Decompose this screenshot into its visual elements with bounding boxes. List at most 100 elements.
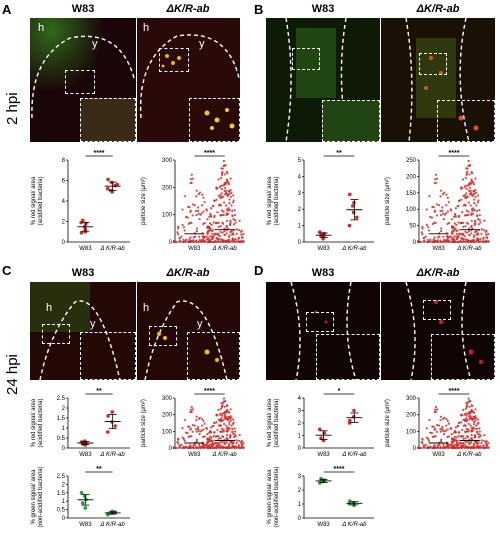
y-tick-label: 200 [406, 174, 417, 180]
data-point [189, 178, 192, 181]
data-point [471, 193, 474, 196]
data-point [434, 173, 438, 176]
data-point [220, 209, 224, 212]
data-point [465, 414, 468, 417]
data-point [453, 446, 456, 449]
data-point [227, 190, 230, 193]
data-point [219, 440, 222, 443]
data-point [456, 236, 459, 239]
data-point [184, 445, 188, 448]
data-point [227, 235, 231, 239]
data-point [471, 227, 474, 230]
y-tick-label: 0 [413, 240, 417, 246]
data-point [467, 397, 470, 400]
data-point [463, 235, 466, 238]
data-point [203, 239, 206, 243]
data-point [482, 237, 485, 240]
data-point [228, 421, 231, 424]
data-point [212, 221, 215, 224]
y-tick-label: 0 [62, 516, 66, 522]
data-point [228, 423, 231, 426]
data-point [233, 430, 237, 433]
data-point [479, 238, 482, 241]
data-point [176, 231, 179, 234]
data-point [474, 446, 478, 449]
data-point [432, 425, 435, 428]
y-tick-label: 1 [298, 502, 302, 508]
data-point [235, 439, 239, 442]
data-point [83, 506, 88, 510]
data-point [215, 444, 218, 447]
y-tick-label: 2.5 [57, 396, 66, 402]
data-point [347, 192, 352, 197]
data-point [192, 444, 195, 447]
data-point [200, 204, 204, 207]
data-point [235, 441, 238, 445]
data-point [433, 221, 436, 224]
y-tick-label: 150 [406, 191, 417, 197]
data-point [480, 441, 483, 445]
data-point [466, 445, 469, 448]
data-point [454, 215, 458, 218]
data-point [195, 230, 198, 233]
data-point [430, 216, 434, 219]
data-point [455, 441, 459, 445]
data-point [222, 159, 226, 163]
data-point [476, 431, 479, 434]
y-tick-label: 300 [406, 396, 417, 402]
data-point [231, 431, 234, 434]
data-point [109, 188, 113, 193]
data-point [457, 215, 461, 218]
data-point [190, 181, 193, 184]
data-point [215, 413, 218, 416]
data-point [198, 238, 201, 241]
data-point [217, 204, 221, 207]
data-point [208, 446, 211, 449]
data-point [479, 435, 482, 438]
data-point [197, 446, 200, 450]
data-point [439, 428, 442, 431]
data-point [210, 431, 213, 434]
data-point [105, 430, 110, 434]
data-point [473, 423, 476, 426]
data-point [450, 427, 453, 430]
data-point [208, 222, 212, 225]
data-point [223, 415, 226, 418]
data-point [468, 415, 471, 418]
chart-svg: % green signal/ area(non-acidified bacte… [31, 466, 130, 528]
data-point [212, 435, 215, 438]
data-point [188, 206, 191, 209]
x-tick-label: Δ K/R-ab [100, 522, 126, 528]
data-point [458, 421, 461, 424]
data-point [434, 178, 437, 181]
data-point [191, 214, 194, 217]
y-tick-label: 2 [62, 220, 66, 226]
label-y: y [197, 318, 203, 330]
data-point [224, 414, 227, 417]
data-point [478, 430, 481, 433]
data-point [223, 193, 227, 196]
inset-box [159, 48, 189, 72]
data-point [216, 428, 219, 431]
data-point [478, 427, 481, 430]
data-point [233, 427, 236, 430]
data-point [106, 414, 110, 418]
data-point [219, 437, 222, 440]
data-point [460, 198, 463, 201]
data-point [218, 186, 221, 189]
data-point [474, 240, 478, 243]
data-point [468, 414, 471, 417]
data-point [220, 414, 224, 417]
data-point [197, 209, 200, 212]
x-tick-label: Δ K/R-ab [100, 246, 126, 252]
data-point [441, 427, 444, 431]
data-point [231, 444, 234, 447]
data-point [436, 240, 439, 243]
significance-label: **** [334, 466, 345, 473]
data-point [477, 217, 480, 221]
data-point [464, 424, 467, 427]
y-tick-label: 0 [298, 240, 302, 246]
data-point [355, 215, 359, 220]
data-point [465, 173, 468, 177]
micrograph-c-w83: h y [30, 282, 136, 380]
